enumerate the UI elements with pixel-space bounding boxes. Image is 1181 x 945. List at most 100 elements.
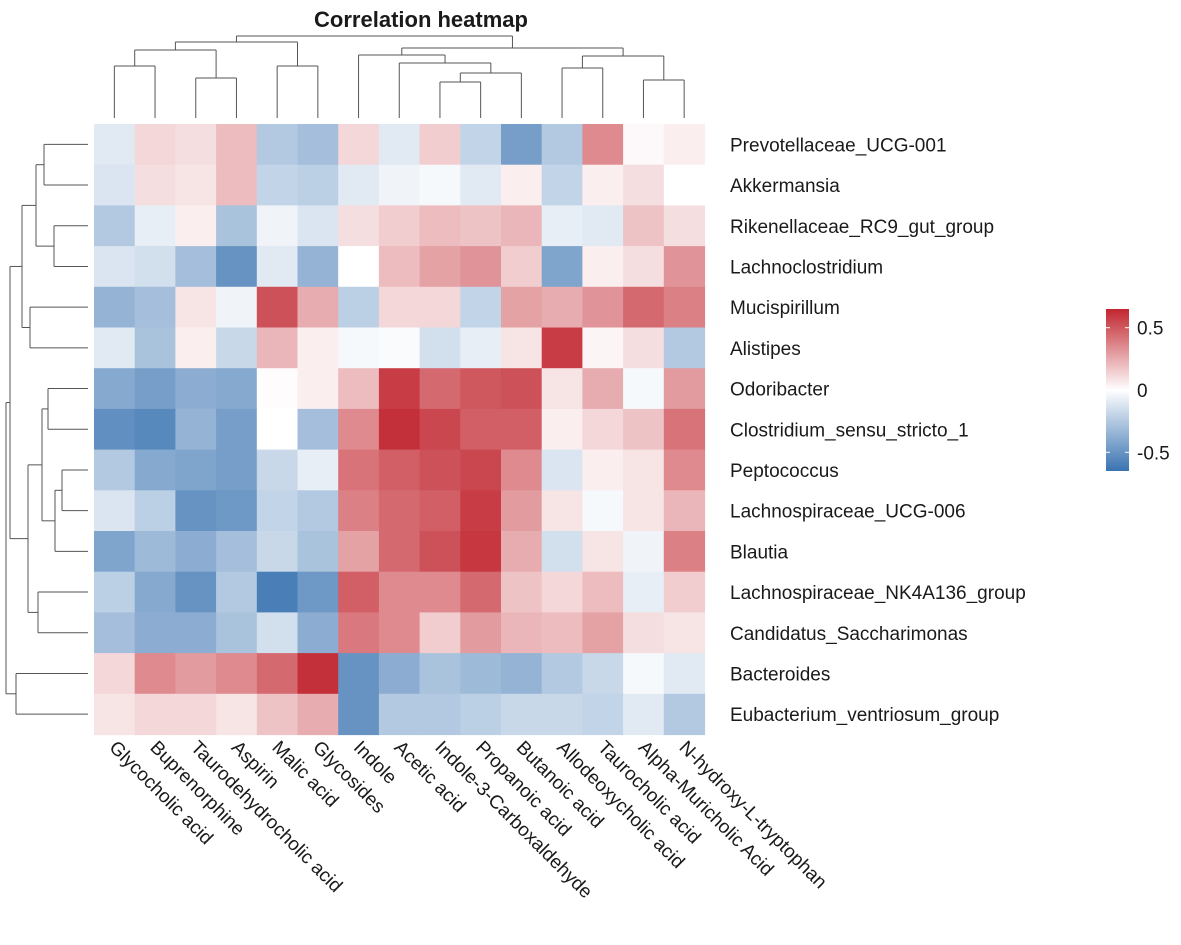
row-labels: Prevotellaceae_UCG-001 Akkermansia Rikenel… [730, 135, 1026, 726]
heatmap-cell [501, 693, 543, 736]
heatmap-cell [582, 327, 624, 369]
heatmap-cell [134, 612, 176, 654]
color-legend: 0.5 0 -0.5 [1106, 309, 1170, 471]
heatmap-cell [541, 612, 583, 654]
heatmap-cell [501, 571, 543, 613]
heatmap-cell [338, 571, 380, 613]
heatmap-cell [623, 693, 665, 736]
heatmap-cell [623, 246, 665, 288]
heatmap-cell [338, 327, 380, 369]
row-label: Odoribacter [730, 380, 830, 401]
heatmap-cell [94, 368, 136, 410]
heatmap-cell [297, 327, 339, 369]
row-label: Eubacterium_ventriosum_group [730, 705, 999, 726]
heatmap-cell [623, 408, 665, 451]
row-label: Lachnospiraceae_NK4A136_group [730, 583, 1026, 604]
heatmap-cell [460, 368, 502, 410]
heatmap-cell [460, 408, 502, 451]
heatmap-cell [582, 408, 624, 451]
heatmap-cell [175, 205, 217, 247]
row-label: Prevotellaceae_UCG-001 [730, 135, 947, 156]
heatmap-cell [623, 531, 665, 573]
heatmap-cell [582, 612, 624, 654]
heatmap-cell [582, 653, 624, 695]
heatmap-cell [378, 653, 421, 695]
heatmap-cell [175, 327, 217, 369]
heatmap-cell [256, 408, 299, 451]
heatmap-cell [541, 368, 583, 410]
heatmap-cell [94, 327, 136, 369]
heatmap-cell [94, 531, 136, 573]
heatmap-cell [297, 246, 339, 288]
heatmap-cell [378, 124, 421, 166]
heatmap-cell [175, 164, 217, 206]
heatmap-cell [460, 531, 502, 573]
heatmap-cell [460, 205, 502, 247]
heatmap-cell [297, 531, 339, 573]
heatmap-cell [623, 653, 665, 695]
heatmap-cell [256, 246, 299, 288]
heatmap-cell [460, 693, 502, 736]
heatmap-cell [460, 490, 502, 532]
heatmap-cell [297, 286, 339, 329]
row-label: Peptococcus [730, 461, 839, 482]
heatmap-cell [134, 205, 176, 247]
heatmap-cell [175, 368, 217, 410]
heatmap-cell [338, 286, 380, 329]
heatmap-cell [541, 327, 583, 369]
heatmap-cell [134, 286, 176, 329]
row-label: Blautia [730, 542, 789, 563]
heatmap-cell [256, 327, 299, 369]
heatmap-cell [378, 531, 421, 573]
heatmap-cell [297, 653, 339, 695]
heatmap-cell [175, 571, 217, 613]
heatmap-cell [216, 368, 258, 410]
heatmap-cell [338, 653, 380, 695]
heatmap-cell [216, 286, 258, 329]
heatmap-cell [501, 286, 543, 329]
heatmap-cell [297, 164, 339, 206]
heatmap-cell [501, 124, 543, 166]
row-label: Alistipes [730, 339, 801, 360]
row-dendrogram [5, 143, 88, 715]
heatmap-cell [378, 164, 421, 206]
heatmap-cell [623, 124, 665, 166]
heatmap-cell [541, 124, 583, 166]
heatmap-cell [541, 653, 583, 695]
heatmap-cell [663, 286, 706, 329]
column-dendrogram [113, 35, 685, 118]
heatmap-cell [338, 531, 380, 573]
heatmap-cell [134, 490, 176, 532]
heatmap-cell [216, 124, 258, 166]
heatmap-cell [501, 246, 543, 288]
heatmap-cell [501, 368, 543, 410]
heatmap-cell [663, 449, 706, 491]
heatmap-cell [175, 246, 217, 288]
heatmap-cell [134, 531, 176, 573]
heatmap-cell [541, 490, 583, 532]
heatmap-cell [623, 205, 665, 247]
heatmap-cells [94, 124, 706, 736]
row-label: Mucispirillum [730, 298, 840, 319]
heatmap-cell [623, 286, 665, 329]
heatmap-cell [623, 164, 665, 206]
heatmap-cell [541, 246, 583, 288]
heatmap-cell [419, 164, 461, 206]
heatmap-cell [378, 449, 421, 491]
heatmap-cell [94, 124, 136, 166]
heatmap-cell [419, 571, 461, 613]
heatmap-cell [419, 205, 461, 247]
row-label: Akkermansia [730, 176, 840, 197]
heatmap-cell [419, 408, 461, 451]
heatmap-cell [582, 490, 624, 532]
heatmap-cell [419, 368, 461, 410]
heatmap-cell [216, 246, 258, 288]
heatmap-cell [663, 368, 706, 410]
heatmap-cell [256, 368, 299, 410]
heatmap-cell [338, 124, 380, 166]
heatmap-cell [134, 164, 176, 206]
heatmap-cell [582, 286, 624, 329]
heatmap-cell [419, 327, 461, 369]
heatmap-cell [175, 408, 217, 451]
